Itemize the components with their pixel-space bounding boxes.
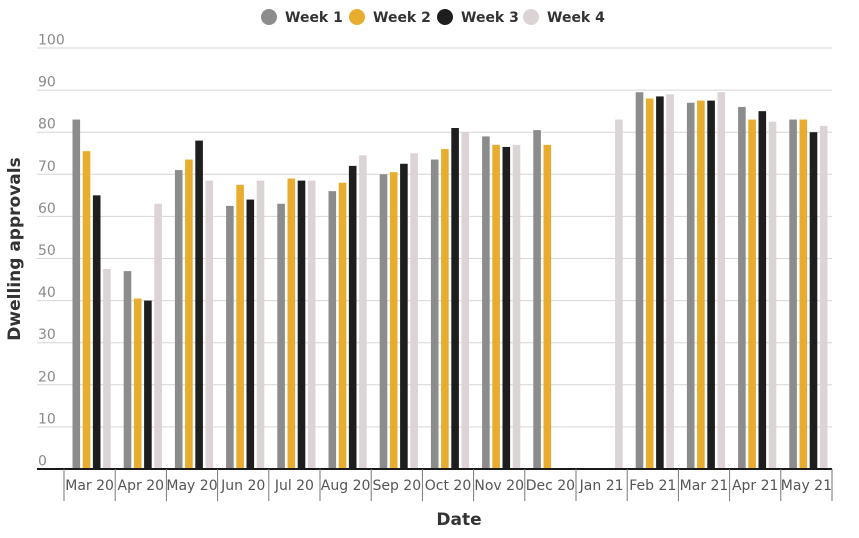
bar xyxy=(277,203,285,469)
bar xyxy=(451,127,459,470)
bar xyxy=(400,163,408,469)
bar xyxy=(103,269,111,469)
bar xyxy=(338,182,347,469)
bar xyxy=(758,111,767,470)
bar xyxy=(799,119,808,469)
y-tick-label: 100 xyxy=(38,33,65,49)
bar xyxy=(789,119,797,469)
x-tick-label: Jul 20 xyxy=(274,478,314,494)
bar xyxy=(348,165,357,469)
y-tick-label: 20 xyxy=(38,369,56,385)
x-tick-label: Sep 20 xyxy=(372,478,421,494)
legend: Week 1 Week 2 Week 3 Week 4 xyxy=(261,9,605,26)
bar xyxy=(389,172,398,469)
bar xyxy=(174,170,183,469)
legend-swatch xyxy=(261,9,277,25)
x-axis: Mar 20 Apr 20 May 20 Jun 20 Jul 20 Aug 20 Sep … xyxy=(37,468,833,501)
legend-label: Week 3 xyxy=(461,10,519,26)
bar xyxy=(666,94,674,469)
bar xyxy=(748,119,756,469)
bars xyxy=(72,92,828,470)
bar xyxy=(492,144,500,469)
bar xyxy=(410,153,418,469)
y-tick-label: 90 xyxy=(38,75,56,91)
bar xyxy=(502,146,511,469)
bar xyxy=(328,191,337,469)
x-tick-label: May 20 xyxy=(166,478,217,494)
x-tick-label: Apr 21 xyxy=(732,478,778,494)
x-tick-label: Nov 20 xyxy=(474,478,524,494)
y-tick-label: 30 xyxy=(38,327,56,343)
legend-label: Week 1 xyxy=(285,10,343,26)
bar xyxy=(461,132,470,469)
bar xyxy=(226,205,234,469)
legend-swatch xyxy=(437,9,453,25)
x-tick-label: Jan 21 xyxy=(579,478,624,494)
bar xyxy=(154,203,162,469)
x-axis-title: Date xyxy=(436,510,481,530)
bar xyxy=(819,125,828,469)
y-tick-label: 0 xyxy=(38,454,47,470)
bar xyxy=(512,144,521,469)
bar xyxy=(717,92,726,469)
bar xyxy=(256,180,265,470)
x-tick-label: Oct 20 xyxy=(425,478,471,494)
bar xyxy=(482,136,490,469)
bar xyxy=(768,121,777,470)
y-axis-title: Dwelling approvals xyxy=(5,157,25,340)
bar xyxy=(195,140,203,469)
y-tick-label: 10 xyxy=(38,411,56,427)
x-tick-label: Feb 21 xyxy=(629,478,676,494)
bar xyxy=(72,119,81,469)
y-tick-label: 70 xyxy=(38,159,56,175)
bar xyxy=(533,130,541,469)
x-tick-label: Mar 21 xyxy=(680,478,729,494)
bar xyxy=(430,159,439,469)
bar xyxy=(809,132,818,469)
bar xyxy=(697,100,705,469)
bar xyxy=(738,106,746,469)
legend-label: Week 2 xyxy=(373,10,431,26)
y-axis-ticks: 0 10 20 30 40 50 60 70 80 90 100 xyxy=(38,33,65,470)
x-tick-label: Aug 20 xyxy=(321,478,371,494)
bar xyxy=(635,92,644,469)
bar xyxy=(92,195,101,469)
bar xyxy=(123,271,132,469)
y-tick-label: 40 xyxy=(38,285,56,301)
x-tick-label: Apr 20 xyxy=(118,478,164,494)
bar xyxy=(615,119,623,469)
bar xyxy=(686,102,695,469)
bar xyxy=(297,180,306,470)
legend-swatch xyxy=(523,9,539,25)
y-tick-label: 50 xyxy=(38,243,56,259)
bar xyxy=(133,298,142,469)
bar xyxy=(246,199,255,469)
legend-label: Week 4 xyxy=(547,10,605,26)
y-tick-label: 60 xyxy=(38,201,56,217)
bar xyxy=(185,159,193,469)
bar xyxy=(441,149,449,470)
bar xyxy=(656,96,664,469)
legend-swatch xyxy=(349,9,365,25)
bar xyxy=(359,155,367,470)
bar xyxy=(307,180,316,470)
bar xyxy=(707,100,715,469)
bar xyxy=(543,144,552,469)
bar xyxy=(82,151,91,469)
bar xyxy=(645,98,654,470)
bar xyxy=(236,184,244,469)
y-tick-label: 80 xyxy=(38,117,56,133)
x-tick-label: Mar 20 xyxy=(65,478,114,494)
x-tick-label: Jun 20 xyxy=(220,478,265,494)
bar xyxy=(287,178,296,469)
x-tick-label: Dec 20 xyxy=(526,478,575,494)
bar xyxy=(144,300,152,469)
x-tick-label: May 21 xyxy=(781,478,832,494)
bar xyxy=(379,174,388,470)
bar xyxy=(205,180,214,470)
